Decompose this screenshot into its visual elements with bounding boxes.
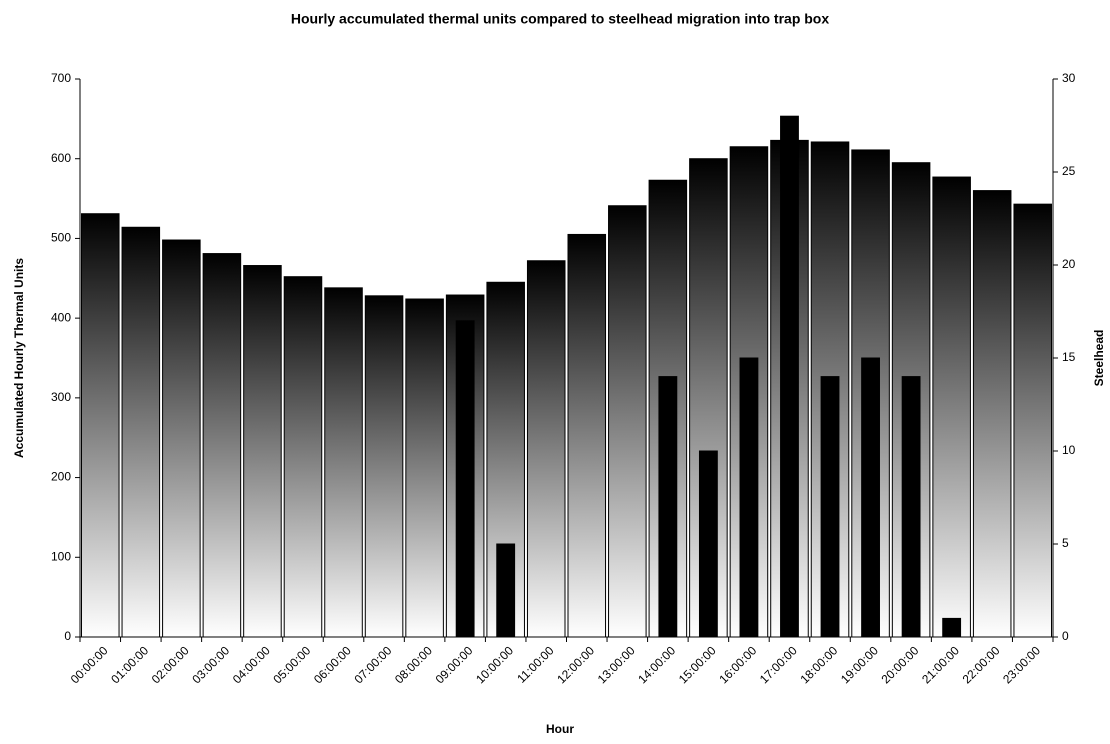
x-tick-label: 17:00:00 xyxy=(757,643,800,686)
thermal-bar xyxy=(972,190,1012,638)
thermal-bar xyxy=(202,253,242,638)
y-tick-label: 300 xyxy=(51,390,71,404)
steelhead-bar xyxy=(901,376,921,638)
x-tick-label: 08:00:00 xyxy=(392,643,435,686)
x-tick-label: 04:00:00 xyxy=(230,643,273,686)
x-tick-label: 21:00:00 xyxy=(919,643,962,686)
steelhead-bar xyxy=(861,357,880,638)
x-tick-label: 13:00:00 xyxy=(595,643,638,686)
steelhead-bar xyxy=(942,617,962,638)
steelhead-bar xyxy=(698,450,718,638)
x-tick-label: 18:00:00 xyxy=(797,643,840,686)
x-tick-label: 06:00:00 xyxy=(311,643,354,686)
steelhead-bar xyxy=(496,543,516,638)
y2-tick-label: 15 xyxy=(1062,350,1076,364)
x-tick-label: 23:00:00 xyxy=(1000,643,1043,686)
thermal-bar xyxy=(283,276,323,638)
thermal-bar xyxy=(243,265,282,638)
y-tick-label: 500 xyxy=(51,231,71,245)
steelhead-bar xyxy=(739,357,759,638)
y-tick-label: 400 xyxy=(51,310,71,324)
x-tick-label: 15:00:00 xyxy=(676,643,719,686)
x-tick-label: 12:00:00 xyxy=(554,643,597,686)
y2-tick-label: 10 xyxy=(1062,443,1076,457)
x-tick-label: 14:00:00 xyxy=(635,643,678,686)
y-tick-label: 200 xyxy=(51,470,71,484)
x-tick-label: 02:00:00 xyxy=(149,643,192,686)
x-tick-label: 10:00:00 xyxy=(473,643,516,686)
thermal-bar xyxy=(405,298,444,638)
y2-tick-label: 5 xyxy=(1062,536,1069,550)
x-tick-label: 20:00:00 xyxy=(879,643,922,686)
y2-axis-label: Steelhead xyxy=(1092,330,1106,387)
y2-tick-label: 20 xyxy=(1062,257,1076,271)
thermal-bar xyxy=(121,226,161,638)
y-tick-label: 600 xyxy=(51,151,71,165)
x-tick-label: 19:00:00 xyxy=(838,643,881,686)
thermal-bar xyxy=(567,233,607,638)
x-tick-label: 09:00:00 xyxy=(433,643,476,686)
y-tick-label: 0 xyxy=(64,629,71,643)
steelhead-bar xyxy=(455,320,475,638)
y2-tick-label: 0 xyxy=(1062,629,1069,643)
thermal-bar xyxy=(324,287,363,638)
x-tick-label: 11:00:00 xyxy=(514,643,557,686)
x-tick-label: 01:00:00 xyxy=(108,643,151,686)
steelhead-bar xyxy=(780,115,799,638)
steelhead-bar xyxy=(658,376,678,638)
y-axis-label: Accumulated Hourly Thermal Units xyxy=(12,258,26,458)
thermal-bar xyxy=(162,239,201,638)
y2-tick-label: 25 xyxy=(1062,164,1076,178)
x-axis-label: Hour xyxy=(546,722,574,736)
x-tick-label: 22:00:00 xyxy=(960,643,1003,686)
x-tick-label: 03:00:00 xyxy=(189,643,232,686)
y2-tick-label: 30 xyxy=(1062,71,1076,85)
thermal-bar xyxy=(526,260,566,638)
thermal-bar xyxy=(608,205,647,638)
thermal-bar xyxy=(932,176,971,638)
thermal-bar xyxy=(81,213,120,638)
thermal-bar xyxy=(1013,203,1052,638)
y-tick-label: 100 xyxy=(51,549,71,563)
x-tick-label: 16:00:00 xyxy=(716,643,759,686)
thermal-bar xyxy=(364,295,404,638)
x-tick-label: 00:00:00 xyxy=(68,643,111,686)
x-tick-label: 05:00:00 xyxy=(270,643,313,686)
steelhead-bar xyxy=(820,376,840,638)
chart-title: Hourly accumulated thermal units compare… xyxy=(291,11,830,27)
x-tick-label: 07:00:00 xyxy=(351,643,394,686)
y-tick-label: 700 xyxy=(51,71,71,85)
